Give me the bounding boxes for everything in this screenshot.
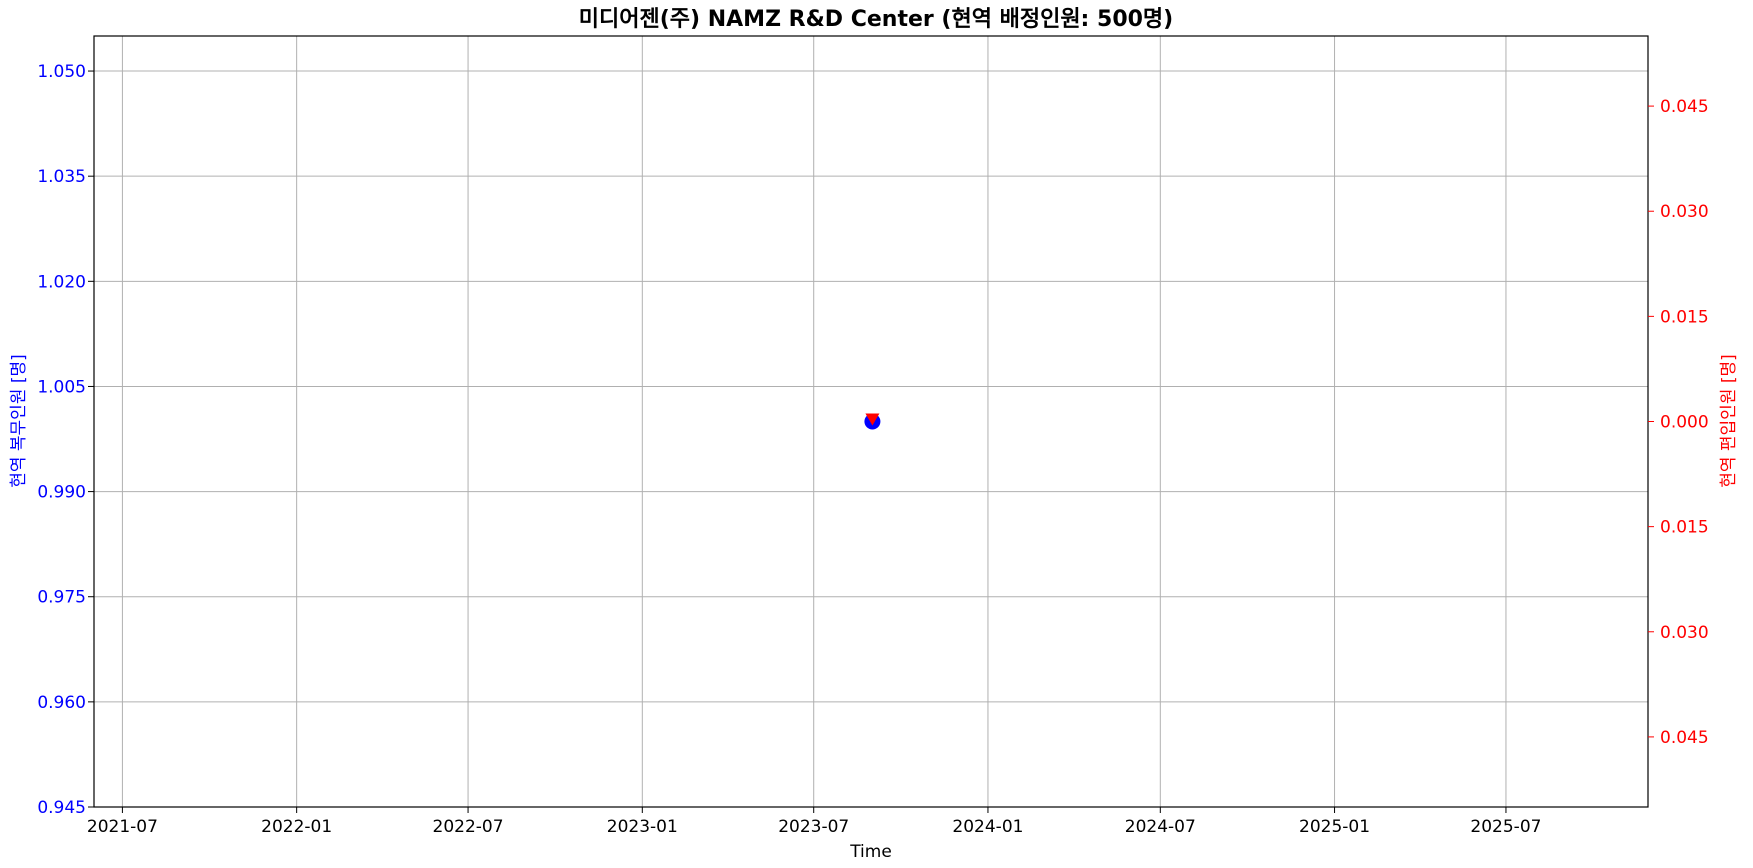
- grid: [94, 36, 1648, 807]
- right-y-axis: 0.045 0.030 0.015 0.000 0.015 0.030 0.045: [1648, 97, 1709, 748]
- chart-title: 미디어젠(주) NAMZ R&D Center (현역 배정인원: 500명): [579, 7, 1173, 32]
- left-y-tick-label: 1.005: [37, 377, 86, 397]
- left-y-axis-label: 현역 복무인원 [명]: [9, 354, 29, 488]
- right-y-tick-label: 0.000: [1660, 413, 1709, 433]
- left-y-tick-label: 1.020: [37, 272, 86, 292]
- x-tick-label: 2023-01: [607, 817, 678, 837]
- x-axis: 2021-07 2022-01 2022-07 2023-01 2023-07 2024-…: [87, 807, 1541, 837]
- right-y-tick-label: 0.045: [1660, 728, 1709, 748]
- data-point-right: [865, 413, 880, 426]
- x-tick-label: 2022-07: [433, 817, 504, 837]
- left-y-axis: 0.945 0.960 0.975 0.990 1.005 1.020 1.035 1.050: [37, 62, 94, 818]
- x-tick-label: 2023-07: [778, 817, 849, 837]
- right-y-tick-label: 0.015: [1660, 307, 1709, 327]
- x-tick-label: 2024-07: [1125, 817, 1196, 837]
- x-tick-label: 2022-01: [261, 817, 332, 837]
- right-y-tick-label: 0.030: [1660, 623, 1709, 643]
- left-y-tick-label: 0.945: [37, 798, 86, 818]
- right-y-axis-label: 현역 편입인원 [명]: [1719, 354, 1739, 488]
- left-y-tick-label: 0.990: [37, 483, 86, 503]
- x-tick-label: 2024-01: [952, 817, 1023, 837]
- right-y-tick-label: 0.030: [1660, 202, 1709, 222]
- x-tick-label: 2025-07: [1470, 817, 1541, 837]
- right-y-tick-label: 0.045: [1660, 97, 1709, 117]
- series-layer: [864, 413, 881, 430]
- right-y-tick-label: 0.015: [1660, 518, 1709, 538]
- x-tick-label: 2025-01: [1299, 817, 1370, 837]
- left-y-tick-label: 1.035: [37, 167, 86, 187]
- left-y-tick-label: 0.975: [37, 588, 86, 608]
- x-tick-label: 2021-07: [87, 817, 158, 837]
- left-y-tick-label: 1.050: [37, 62, 86, 82]
- left-y-tick-label: 0.960: [37, 693, 86, 713]
- x-axis-label: Time: [849, 842, 892, 862]
